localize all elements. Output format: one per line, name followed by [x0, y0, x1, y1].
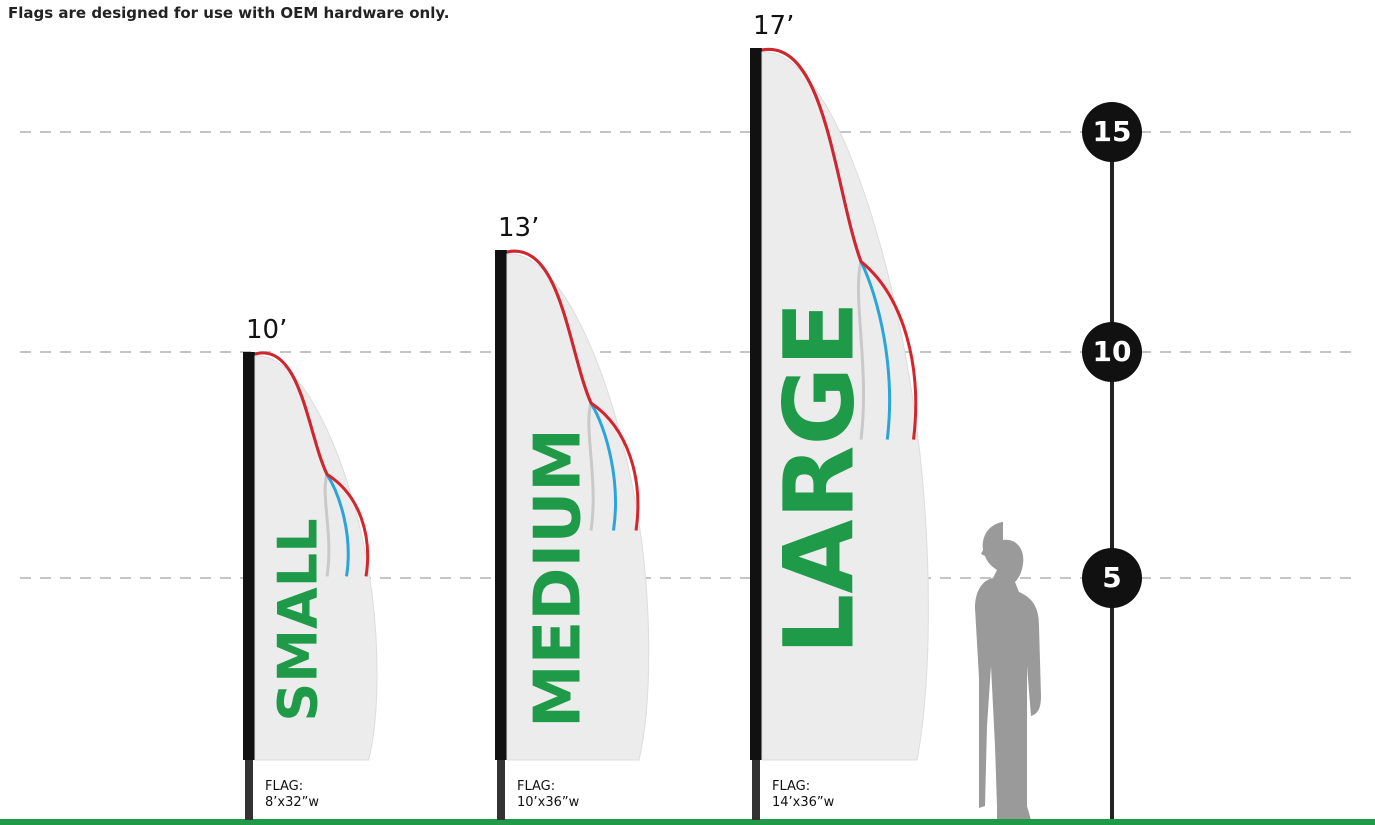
flag-name: LARGE — [763, 301, 875, 655]
scale-marker — [1082, 102, 1142, 162]
pole — [750, 48, 762, 760]
pole — [495, 250, 507, 760]
pole — [243, 352, 255, 760]
flag-height: 13’ — [498, 213, 539, 243]
scale-marker — [1082, 322, 1142, 382]
scale-label: 15 — [1093, 115, 1132, 148]
flag-body — [254, 355, 378, 761]
ground-line — [0, 819, 1375, 825]
flag-size: 10’x36”w — [517, 795, 580, 810]
flag-height: 17’ — [753, 11, 794, 41]
flag-body — [761, 51, 929, 761]
flag-size: FLAG: — [772, 779, 810, 794]
streamer — [254, 351, 370, 577]
flag-size: FLAG: — [265, 779, 303, 794]
scale-label: 10 — [1093, 335, 1132, 368]
flag-name: SMALL — [267, 518, 330, 721]
scale-label: 5 — [1102, 561, 1121, 594]
pole-base — [245, 760, 253, 820]
streamer — [506, 249, 640, 531]
flag-body — [506, 253, 650, 761]
scale-marker — [1082, 548, 1142, 608]
flag-size: FLAG: — [517, 779, 555, 794]
flag-size: 8’x32”w — [265, 795, 319, 810]
flag-height: 10’ — [246, 315, 287, 345]
flag-size: 14’x36”w — [772, 795, 835, 810]
flag-name: MEDIUM — [522, 428, 596, 728]
streamer — [761, 47, 918, 440]
guide-lines — [20, 131, 1360, 579]
note: Flags are designed for use with OEM hard… — [8, 4, 449, 22]
pole-base — [497, 760, 505, 820]
person-silhouette — [975, 522, 1041, 820]
pole-base — [752, 760, 760, 820]
